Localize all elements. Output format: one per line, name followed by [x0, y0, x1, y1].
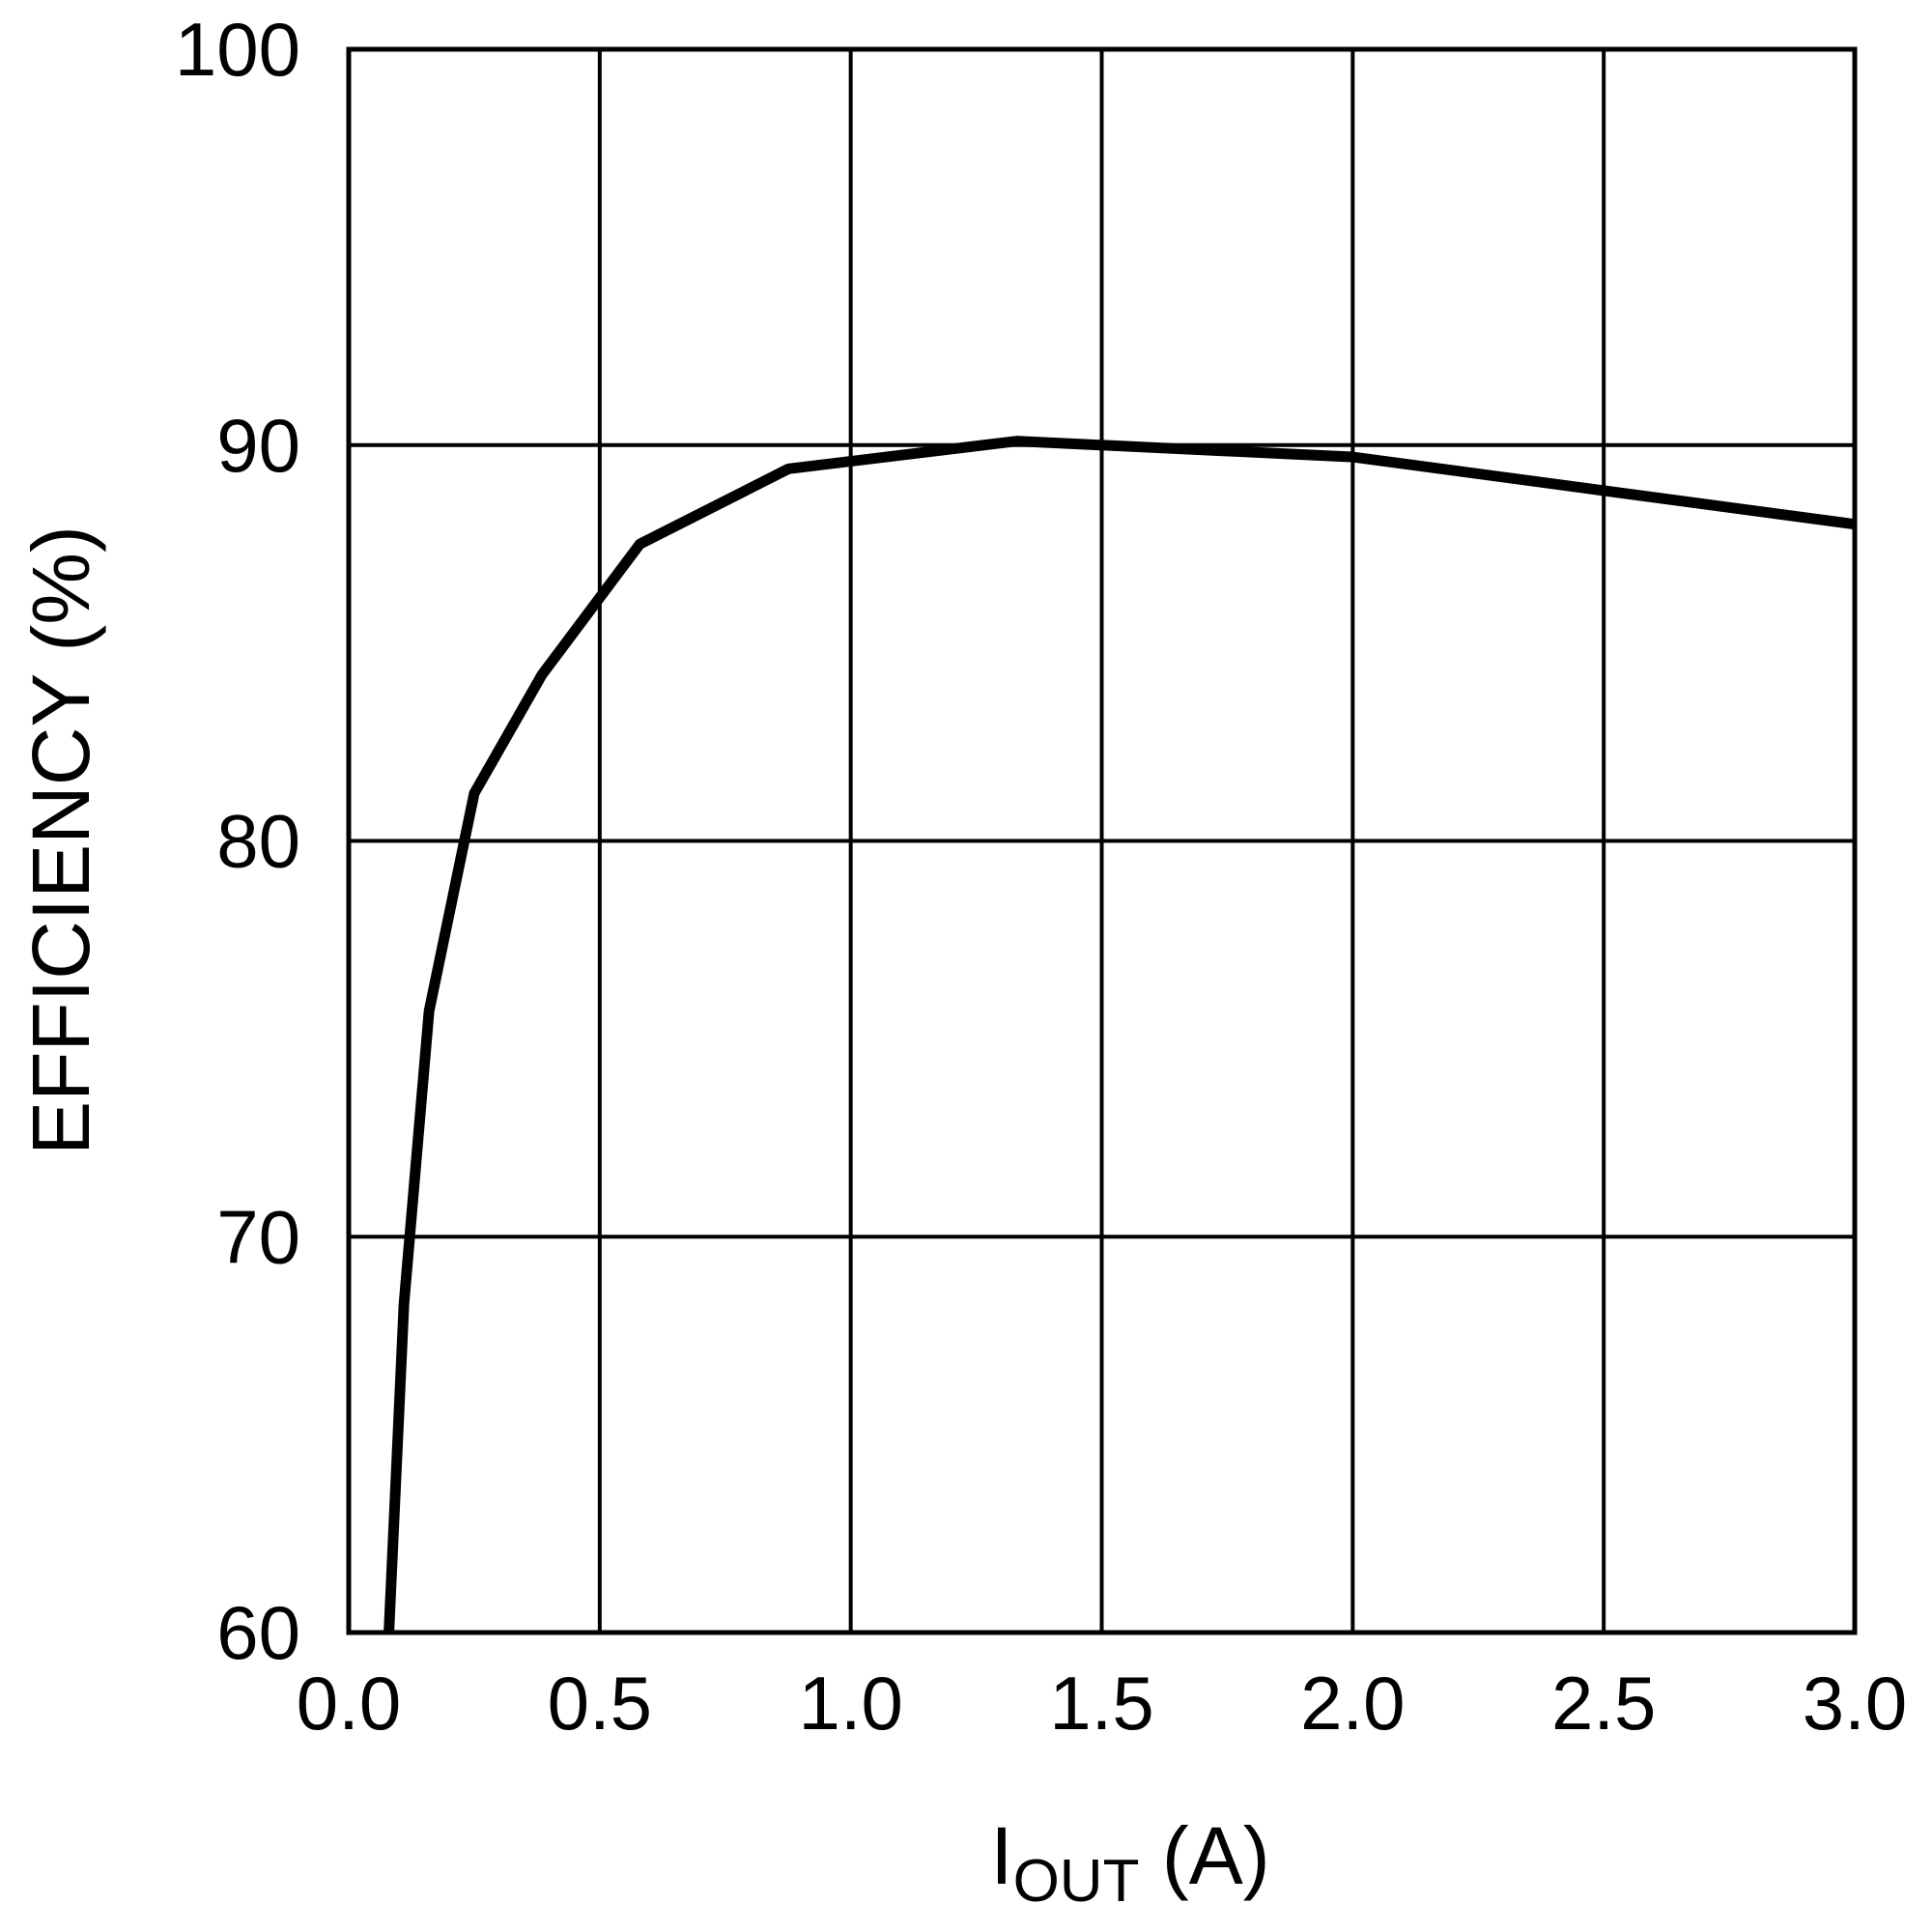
series [384, 436, 1856, 1634]
x-tick-label: 3.0 [1803, 1661, 1907, 1746]
y-tick-label: 70 [216, 1194, 300, 1279]
y-tick-label: 80 [216, 799, 300, 884]
x-label-sub: OUT [1013, 1848, 1140, 1915]
x-label-main: I [990, 1810, 1012, 1901]
x-tick-label: 1.0 [798, 1661, 902, 1746]
plot-frame [346, 46, 1858, 1635]
y-axis-label: EFFICIENCY (%) [15, 526, 106, 1155]
y-tick-label: 90 [216, 403, 300, 488]
grid [347, 47, 1857, 1634]
tick-labels: 0.0 0.5 1.0 1.5 2.0 2.5 3.0 60 70 80 90 100 [175, 7, 1907, 1746]
line-series [384, 436, 1856, 1634]
x-tick-label: 2.5 [1551, 1661, 1656, 1746]
x-tick-label: 1.5 [1049, 1661, 1153, 1746]
y-tick-label: 100 [175, 7, 300, 92]
y-tick-label: 60 [216, 1590, 300, 1675]
x-axis-label: IOUT (A) [990, 1810, 1270, 1915]
x-tick-label: 2.0 [1300, 1661, 1405, 1746]
x-label-rest: (A) [1139, 1810, 1269, 1901]
x-tick-label: 0.0 [297, 1661, 401, 1746]
x-tick-label: 0.5 [548, 1661, 652, 1746]
